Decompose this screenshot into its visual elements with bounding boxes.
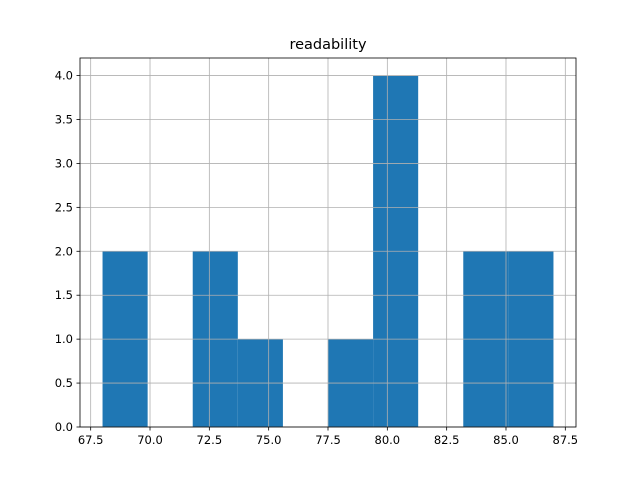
y-tick-label: 3.0 <box>55 156 73 170</box>
y-tick-label: 1.0 <box>55 332 73 346</box>
x-tick-label: 75.0 <box>256 433 282 447</box>
x-tick-label: 72.5 <box>197 433 223 447</box>
x-tick-label: 82.5 <box>434 433 460 447</box>
x-tick-label: 80.0 <box>375 433 401 447</box>
x-tick-label: 67.5 <box>78 433 104 447</box>
y-tick-label: 0.5 <box>55 376 73 390</box>
y-tick-label: 3.5 <box>55 113 73 127</box>
y-tick-label: 1.5 <box>55 288 73 302</box>
x-tick-label: 70.0 <box>137 433 163 447</box>
x-tick-label: 77.5 <box>315 433 341 447</box>
x-tick-label: 85.0 <box>493 433 519 447</box>
y-tick-label: 2.5 <box>55 200 73 214</box>
chart-title: readability <box>289 37 367 53</box>
x-tick-label: 87.5 <box>553 433 579 447</box>
y-tick-label: 4.0 <box>55 69 73 83</box>
y-tick-label: 2.0 <box>55 244 73 258</box>
y-tick-label: 0.0 <box>55 420 73 434</box>
